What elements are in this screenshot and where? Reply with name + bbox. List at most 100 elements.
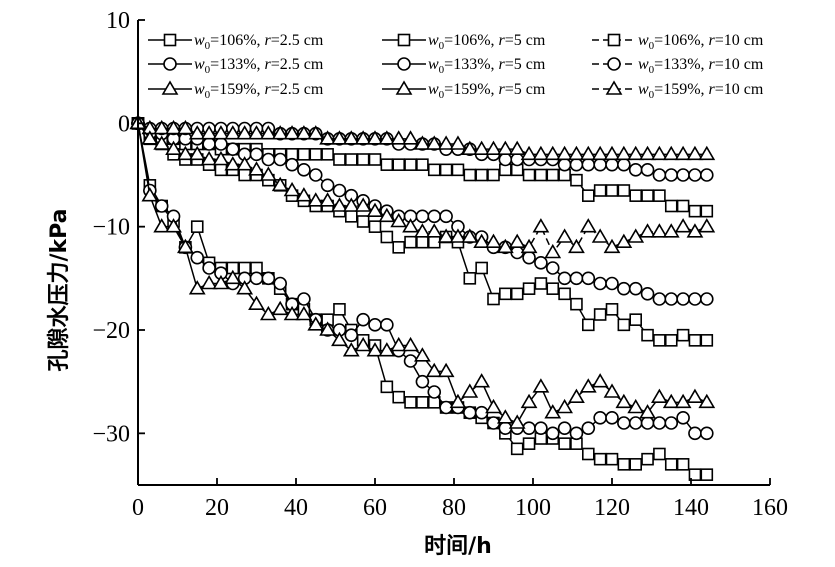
data-point (662, 393, 680, 409)
data-point (342, 342, 360, 357)
data-point (214, 137, 228, 151)
data-point (591, 373, 609, 388)
data-point (437, 228, 455, 243)
data-point (557, 157, 572, 172)
data-point (177, 238, 194, 254)
data-point (236, 125, 254, 140)
data-point (415, 374, 430, 389)
data-point (522, 168, 536, 182)
data-point (356, 153, 370, 166)
data-point (402, 336, 419, 352)
data-point (627, 398, 645, 414)
data-point (249, 271, 264, 286)
data-point (652, 168, 667, 182)
legend-label: w0=106%, r=5 cm (428, 32, 546, 52)
data-point (605, 184, 619, 197)
data-point (593, 308, 607, 321)
data-point (605, 303, 619, 316)
data-point (615, 145, 633, 161)
data-point (297, 292, 311, 306)
data-point (331, 197, 348, 212)
series-7 (129, 114, 716, 429)
data-point (188, 125, 206, 140)
legend-marker (397, 57, 411, 71)
data-point (556, 398, 573, 414)
data-point (248, 125, 265, 140)
data-point (520, 145, 538, 161)
data-point (532, 145, 550, 161)
data-point (557, 271, 572, 286)
data-point (617, 458, 631, 471)
plot-series (129, 114, 716, 481)
data-point (461, 140, 479, 155)
data-point (508, 414, 526, 429)
data-point (333, 303, 346, 316)
data-point (307, 125, 325, 140)
x-tick-label: 160 (752, 495, 788, 521)
data-point (259, 125, 277, 140)
data-point (570, 297, 583, 311)
data-point (544, 404, 562, 419)
data-point (579, 145, 597, 161)
data-point (414, 347, 431, 362)
data-point (496, 238, 514, 254)
data-point (688, 292, 702, 306)
data-point (224, 156, 242, 171)
data-point (508, 233, 526, 248)
data-point (342, 197, 360, 212)
data-point (153, 218, 171, 233)
data-point (261, 152, 276, 167)
data-point (627, 145, 645, 161)
legend-marker (607, 33, 621, 47)
data-point (271, 300, 289, 316)
legend-marker (163, 57, 177, 71)
data-point (331, 331, 348, 347)
legend-marker (163, 33, 177, 47)
x-tick-label: 20 (205, 495, 229, 521)
data-point (568, 145, 585, 161)
data-point (378, 207, 396, 223)
data-point (380, 318, 394, 332)
data-point (319, 321, 336, 336)
data-point (699, 426, 714, 441)
data-point (688, 168, 702, 182)
data-point (271, 176, 289, 192)
data-point (544, 243, 562, 259)
data-point (662, 223, 680, 238)
data-point (212, 274, 230, 290)
data-point (177, 119, 194, 135)
data-point (653, 447, 666, 461)
data-point (579, 218, 597, 233)
data-point (449, 135, 467, 150)
data-point (496, 140, 514, 155)
y-tick-label: 10 (106, 8, 130, 34)
data-point (664, 334, 678, 347)
series-8 (129, 114, 716, 161)
data-point (190, 250, 205, 265)
data-point (463, 272, 477, 285)
data-point (569, 426, 584, 441)
data-point (544, 145, 562, 161)
data-point (698, 145, 716, 161)
legend-label: w0=106%, r=10 cm (638, 32, 764, 52)
data-point (461, 228, 479, 243)
data-point (475, 168, 488, 182)
data-point (662, 145, 680, 161)
data-point (332, 183, 347, 198)
data-point (581, 318, 595, 332)
data-point (520, 393, 538, 409)
data-point (404, 235, 417, 249)
data-point (686, 145, 704, 161)
data-point (688, 468, 702, 481)
data-point (295, 305, 313, 321)
data-point (485, 233, 502, 248)
data-point (354, 130, 372, 145)
data-point (534, 421, 548, 435)
data-point (568, 238, 585, 254)
data-point (522, 250, 536, 265)
data-point (226, 142, 240, 156)
data-point (676, 458, 690, 471)
y-tick-label: −10 (92, 215, 130, 241)
data-point (676, 199, 690, 213)
data-point (499, 287, 512, 301)
